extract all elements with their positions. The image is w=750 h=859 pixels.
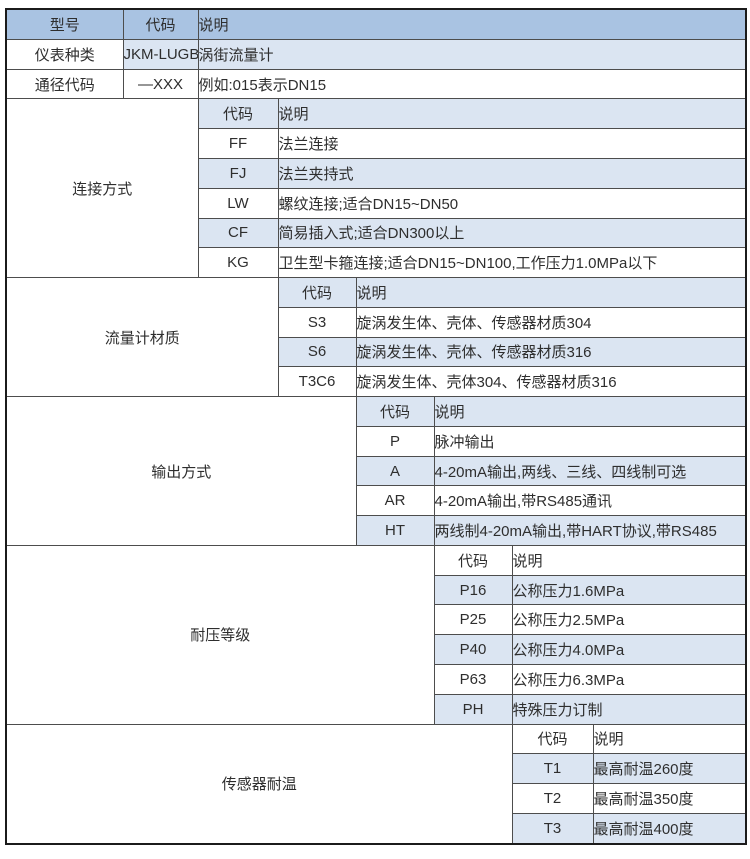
table-row: S6 旋涡发生体、壳体、传感器材质316 [6,336,747,368]
desc-cell: 4-20mA输出,两线、三线、四线制可选 [433,455,747,487]
section-label: 传感器耐温 [5,723,513,845]
table-row: HT 两线制4-20mA输出,带HART协议,带RS485 [6,515,747,546]
code-cell: T1 [511,753,594,785]
sub-header-desc: 说明 [433,396,747,427]
sub-header-code: 代码 [511,723,594,755]
table-row: 流量计材质 代码 说明 [5,277,747,398]
table-row: P40 公称压力4.0MPa [6,634,747,666]
desc-cell: 旋涡发生体、壳体304、传感器材质316 [355,366,747,398]
code-cell: AR [355,485,435,517]
desc-cell: 脉冲输出 [433,425,747,457]
code-cell: T2 [511,783,594,814]
desc-cell: 两线制4-20mA输出,带HART协议,带RS485 [433,515,747,546]
code-cell: P40 [433,634,513,666]
code-cell: T3 [511,812,594,845]
sub-header-code: 代码 [355,396,435,427]
row-label: 通径代码 [5,68,124,100]
desc-cell: 特殊压力订制 [511,693,747,725]
row-label: 仪表种类 [5,38,124,70]
desc-cell: 最高耐温350度 [592,783,747,814]
sub-header-code: 代码 [197,98,279,130]
desc-cell: 公称压力6.3MPa [511,664,747,695]
desc-cell: 卫生型卡箍连接;适合DN15~DN100,工作压力1.0MPa以下 [277,247,747,279]
desc-cell: 涡街流量计 [197,38,747,70]
code-cell: P16 [433,574,513,606]
code-cell: T3C6 [277,366,357,398]
desc-cell: 法兰连接 [277,128,747,159]
desc-cell: 法兰夹持式 [277,158,747,189]
table-row: T3 最高耐温400度 [6,812,747,845]
code-cell: S6 [277,336,357,368]
section-label: 流量计材质 [5,277,279,398]
section-label: 耐压等级 [5,544,435,725]
table-header-row: 型号 代码 说明 [5,8,747,40]
desc-cell: 公称压力4.0MPa [511,634,747,666]
code-cell: FJ [197,158,279,189]
code-cell: JKM-LUGB [122,38,199,70]
code-cell: P25 [433,604,513,636]
table-row: P25 公称压力2.5MPa [6,604,747,636]
code-cell: S3 [277,306,357,338]
table-row: 输出方式 代码 说明 [5,396,747,546]
table-row: KG 卫生型卡箍连接;适合DN15~DN100,工作压力1.0MPa以下 [6,247,747,279]
table-row: 仪表种类 JKM-LUGB 涡街流量计 [5,38,747,70]
table-row: A 4-20mA输出,两线、三线、四线制可选 [6,455,747,487]
desc-cell: 螺纹连接;适合DN15~DN50 [277,187,747,219]
code-cell: PH [433,693,513,725]
table-row: P63 公称压力6.3MPa [6,664,747,695]
sub-header-desc: 说明 [592,723,747,755]
table-row: PH 特殊压力订制 [6,693,747,725]
section-label: 输出方式 [5,396,357,546]
code-cell: P [355,425,435,457]
spec-table: 型号 代码 说明 仪表种类 JKM-LUGB 涡街流量计 通径代码 —XXX 例… [5,8,748,845]
sub-header-desc: 说明 [511,544,747,576]
desc-cell: 简易插入式;适合DN300以上 [277,217,747,249]
section-label: 连接方式 [5,98,199,279]
table-row: 连接方式 代码 说明 [5,98,747,279]
table-row: 传感器耐温 代码 说明 [5,723,747,845]
code-cell: —XXX [122,68,199,100]
desc-cell: 最高耐温400度 [592,812,747,845]
code-cell: P63 [433,664,513,695]
table-row: T2 最高耐温350度 [6,783,747,814]
table-row: 耐压等级 代码 说明 [5,544,747,725]
desc-cell: 最高耐温260度 [592,753,747,785]
code-cell: A [355,455,435,487]
table-row: P16 公称压力1.6MPa [6,574,747,606]
code-cell: CF [197,217,279,249]
desc-cell: 旋涡发生体、壳体、传感器材质316 [355,336,747,368]
sub-header-desc: 说明 [355,277,747,308]
desc-cell: 公称压力2.5MPa [511,604,747,636]
code-cell: FF [197,128,279,159]
table-row: FJ 法兰夹持式 [6,158,747,189]
header-cell-model: 型号 [5,8,124,40]
desc-cell: 4-20mA输出,带RS485通讯 [433,485,747,517]
table-row: CF 简易插入式;适合DN300以上 [6,217,747,249]
sub-header-desc: 说明 [277,98,747,130]
sub-header-code: 代码 [433,544,513,576]
header-cell-code: 代码 [122,8,199,40]
desc-cell: 公称压力1.6MPa [511,574,747,606]
desc-cell: 旋涡发生体、壳体、传感器材质304 [355,306,747,338]
code-cell: KG [197,247,279,279]
table-row: FF 法兰连接 [6,128,747,159]
header-cell-desc: 说明 [197,8,747,40]
table-row: S3 旋涡发生体、壳体、传感器材质304 [6,306,747,338]
desc-cell: 例如:015表示DN15 [197,68,747,100]
table-row: 通径代码 —XXX 例如:015表示DN15 [5,68,747,100]
code-cell: HT [355,515,435,546]
sub-header-code: 代码 [277,277,357,308]
code-cell: LW [197,187,279,219]
table-row: LW 螺纹连接;适合DN15~DN50 [6,187,747,219]
